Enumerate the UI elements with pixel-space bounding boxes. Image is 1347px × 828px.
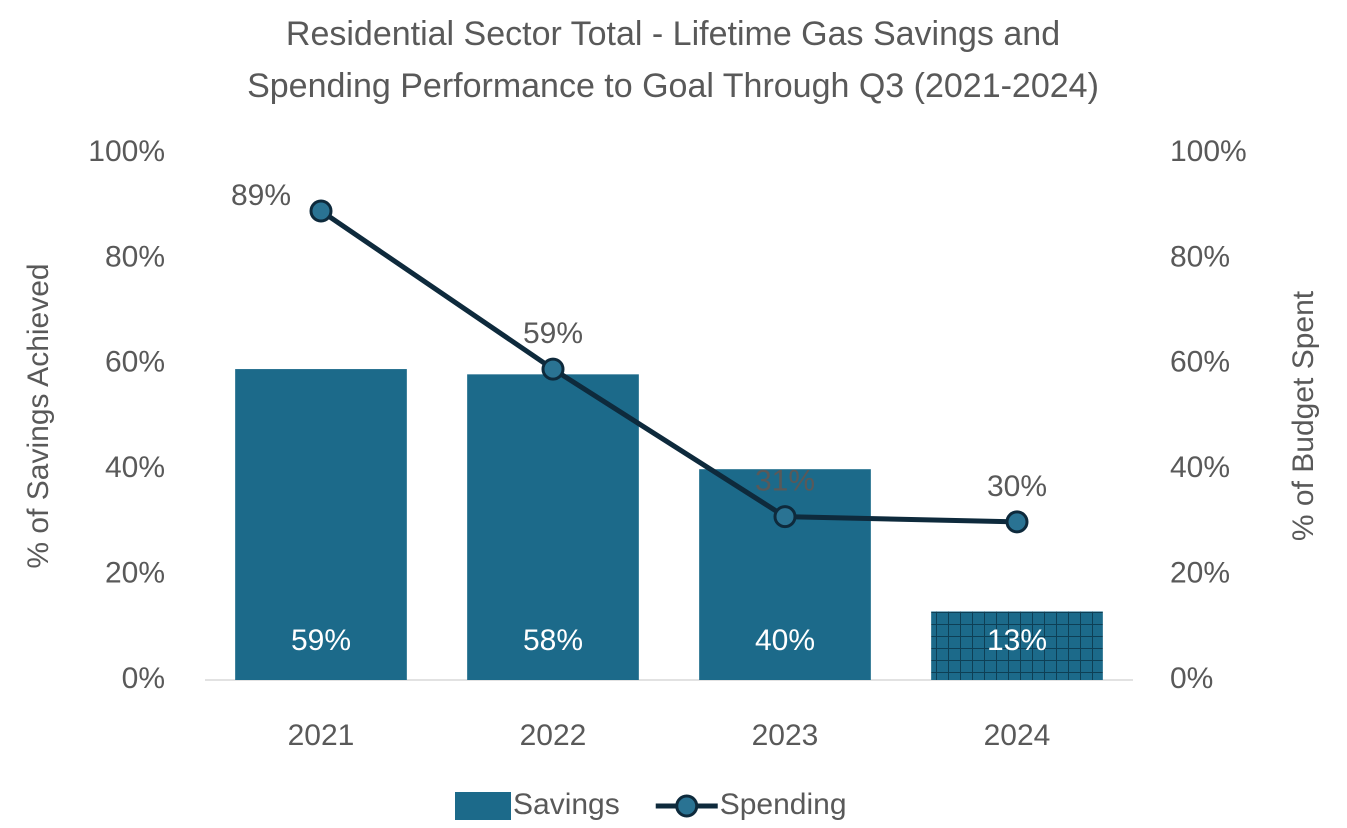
bar-value-label: 13%	[987, 624, 1047, 657]
y2-tick-label: 20%	[1170, 557, 1230, 590]
chart-title: Spending Performance to Goal Through Q3 …	[247, 67, 1099, 105]
line-marker	[1005, 510, 1029, 534]
x-tick-label: 2021	[288, 719, 355, 752]
y2-tick-label: 80%	[1170, 240, 1230, 273]
y-tick-label: 0%	[122, 662, 165, 695]
line-value-label: 31%	[755, 465, 815, 498]
bar	[467, 374, 639, 680]
y-tick-label: 80%	[105, 240, 165, 273]
x-tick-label: 2024	[984, 719, 1051, 752]
legend-swatch	[675, 794, 699, 818]
y-tick-label: 40%	[105, 451, 165, 484]
y2-tick-label: 60%	[1170, 346, 1230, 379]
y-tick-label: 60%	[105, 346, 165, 379]
line-marker	[541, 357, 565, 381]
y2-tick-label: 0%	[1170, 662, 1213, 695]
bar-value-label: 59%	[291, 624, 351, 657]
bar-value-label: 40%	[755, 624, 815, 657]
bar	[699, 469, 871, 680]
line-marker	[309, 199, 333, 223]
legend-label: Savings	[513, 788, 620, 821]
line-value-label: 30%	[987, 470, 1047, 503]
chart-title: Residential Sector Total - Lifetime Gas …	[286, 15, 1060, 53]
y-tick-label: 20%	[105, 557, 165, 590]
legend-label: Spending	[720, 788, 847, 821]
y-axis-label: % of Savings Achieved	[22, 263, 55, 568]
x-tick-label: 2023	[752, 719, 819, 752]
bar	[931, 611, 1103, 680]
bar	[235, 369, 407, 680]
bar-value-label: 58%	[523, 624, 583, 657]
y2-axis-label: % of Budget Spent	[1287, 290, 1320, 541]
line-value-label: 89%	[231, 179, 291, 212]
x-tick-label: 2022	[520, 719, 587, 752]
y2-tick-label: 100%	[1170, 135, 1247, 168]
line	[319, 208, 1018, 525]
legend-swatch	[455, 792, 511, 820]
y-tick-label: 100%	[88, 135, 165, 168]
line-marker	[773, 505, 797, 529]
y2-tick-label: 40%	[1170, 451, 1230, 484]
line-value-label: 59%	[523, 317, 583, 350]
